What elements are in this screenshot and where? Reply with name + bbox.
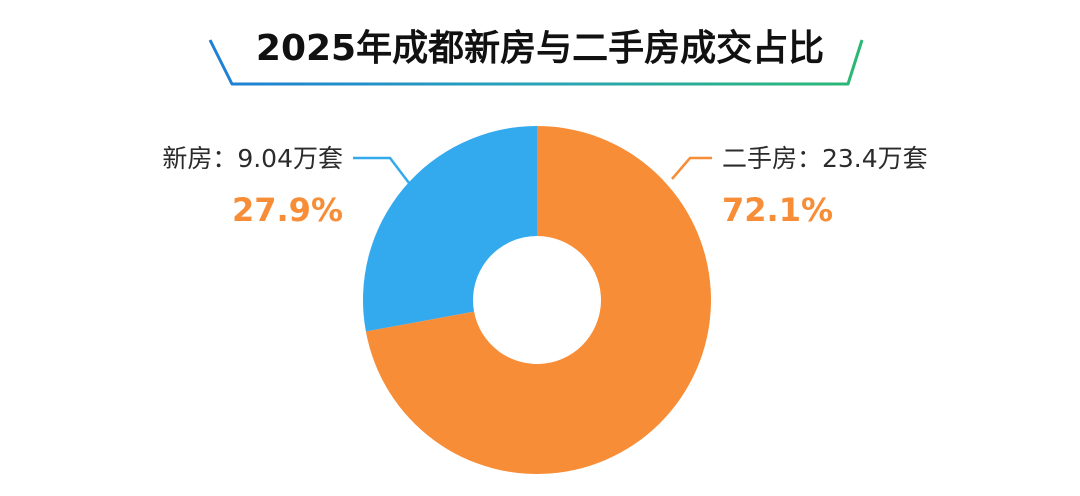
label-new-house: 新房：9.04万套 bbox=[162, 144, 343, 173]
leader-line-new-house bbox=[353, 156, 410, 184]
title-decoration bbox=[0, 39, 1080, 86]
slice-second-hand bbox=[365, 126, 711, 474]
leader-line-second-hand bbox=[671, 156, 712, 180]
percent-second-hand: 72.1% bbox=[722, 191, 833, 229]
slice-new-house bbox=[363, 126, 537, 332]
percent-new-house: 27.9% bbox=[232, 191, 343, 229]
donut-slices bbox=[363, 126, 711, 474]
title-frame bbox=[208, 39, 864, 86]
label-second-hand: 二手房：23.4万套 bbox=[722, 144, 928, 173]
chart-title: 2025年成都新房与二手房成交占比 bbox=[256, 27, 824, 69]
